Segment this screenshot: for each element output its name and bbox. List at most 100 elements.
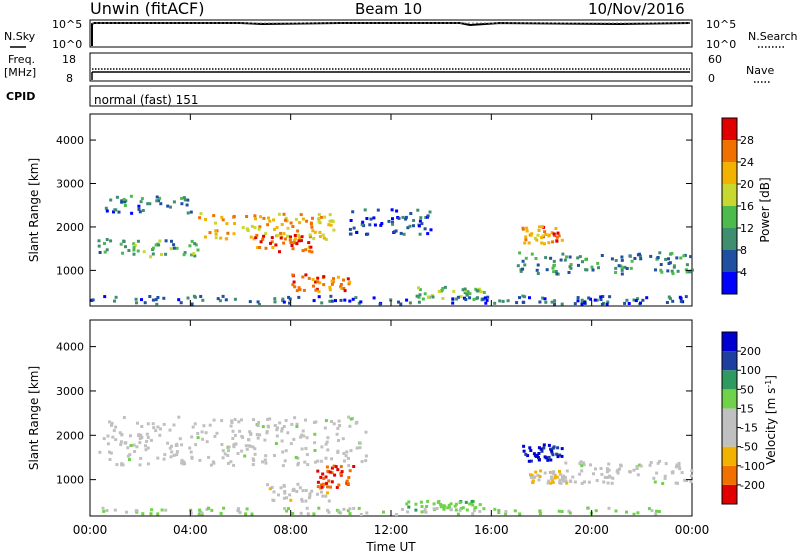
range-cell: [333, 473, 337, 477]
range-cell: [468, 502, 472, 506]
range-cell: [316, 459, 320, 463]
range-cell: [578, 472, 582, 476]
x-tick-label: 20:00: [574, 523, 609, 537]
range-cell: [214, 236, 218, 240]
range-cell: [355, 446, 359, 450]
range-cell: [264, 232, 268, 236]
range-cell: [326, 485, 329, 489]
range-cell: [352, 506, 356, 510]
range-cell: [417, 286, 420, 290]
range-cell: [227, 445, 231, 449]
range-cell: [188, 244, 192, 248]
range-cell: [341, 437, 345, 441]
range-cell: [162, 296, 166, 300]
range-cell: [220, 215, 224, 219]
range-cell: [248, 300, 252, 304]
range-cell: [288, 238, 292, 242]
range-cell: [244, 444, 248, 448]
range-cell: [293, 285, 297, 289]
range-cell: [659, 263, 663, 266]
range-cell: [316, 280, 320, 284]
range-cell: [684, 268, 688, 272]
range-cell: [301, 217, 305, 221]
range-cell: [257, 227, 261, 231]
range-cell: [318, 230, 322, 234]
power-yticks: 1000 2000 3000 4000: [56, 134, 692, 277]
range-cell: [166, 204, 170, 208]
range-cell: [247, 438, 251, 442]
sky-noise-trace: [91, 21, 691, 46]
range-cell: [394, 229, 398, 233]
range-cell: [168, 428, 172, 432]
range-cell: [150, 508, 154, 512]
range-cell: [563, 479, 567, 483]
range-cell: [275, 428, 279, 432]
range-cell: [540, 241, 544, 245]
colorbar-segment: [722, 427, 737, 447]
range-cell: [285, 496, 288, 500]
range-cell: [274, 243, 278, 247]
range-cell: [204, 235, 207, 239]
range-cell: [320, 485, 324, 489]
range-cell: [272, 490, 276, 494]
range-cell: [431, 295, 435, 299]
range-cell: [129, 444, 133, 447]
range-cell: [561, 252, 565, 256]
range-cell: [478, 509, 482, 513]
range-cell: [573, 480, 577, 484]
velocity-panel-frame: [89, 319, 693, 517]
range-cell: [620, 272, 624, 276]
range-cell: [593, 298, 597, 302]
range-cell: [360, 460, 364, 464]
range-cell: [399, 302, 403, 306]
range-cell: [284, 216, 288, 220]
range-cell: [304, 248, 308, 252]
range-cell: [292, 280, 296, 284]
range-cell: [253, 214, 257, 218]
range-cell: [319, 459, 323, 463]
y-tick-label: 3000: [56, 178, 84, 191]
range-cell: [259, 215, 262, 219]
range-cell: [599, 295, 603, 299]
range-cell: [620, 268, 624, 272]
range-cell: [97, 244, 101, 248]
range-cell: [219, 236, 223, 240]
range-cell: [294, 217, 298, 221]
range-cell: [164, 252, 168, 256]
range-cell: [292, 437, 296, 441]
range-cell: [449, 507, 453, 511]
range-cell: [141, 209, 145, 212]
range-cell: [605, 476, 609, 479]
range-cell: [453, 504, 457, 508]
range-cell: [166, 441, 170, 445]
range-cell: [338, 424, 342, 427]
range-cell: [439, 505, 443, 509]
range-cell: [331, 220, 335, 223]
range-cell: [220, 419, 224, 423]
range-cell: [620, 255, 624, 259]
range-cell: [550, 477, 554, 480]
range-cell: [149, 255, 153, 259]
range-cell: [439, 502, 443, 506]
noise-left-label: N.Sky: [4, 30, 36, 43]
range-cell: [391, 220, 394, 224]
range-cell: [261, 460, 264, 464]
range-cell: [442, 504, 445, 508]
range-cell: [300, 235, 304, 239]
range-cell: [108, 420, 112, 424]
range-cell: [558, 453, 562, 457]
range-cell: [532, 452, 536, 456]
range-cell: [521, 227, 525, 231]
range-cell: [483, 296, 487, 300]
cpid-panel-frame: [89, 85, 693, 107]
range-cell: [282, 484, 286, 488]
range-cell: [638, 463, 641, 467]
range-cell: [273, 424, 277, 427]
range-cell: [317, 290, 321, 294]
range-cell: [312, 421, 316, 424]
range-cell: [380, 222, 384, 225]
range-cell: [98, 251, 102, 254]
range-cell: [649, 254, 653, 258]
range-cell: [441, 287, 445, 290]
range-cell: [229, 460, 233, 464]
